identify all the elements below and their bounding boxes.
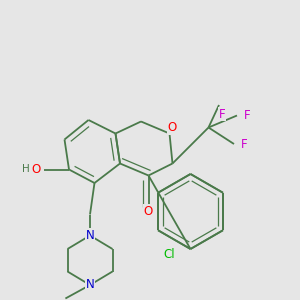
Text: O: O: [144, 205, 153, 218]
Text: Cl: Cl: [164, 248, 175, 262]
Text: F: F: [241, 137, 248, 151]
Text: H: H: [22, 164, 29, 175]
Text: F: F: [219, 107, 225, 121]
Text: O: O: [32, 163, 40, 176]
Text: O: O: [168, 121, 177, 134]
Text: N: N: [85, 229, 94, 242]
Text: F: F: [244, 109, 251, 122]
Text: N: N: [85, 278, 94, 292]
